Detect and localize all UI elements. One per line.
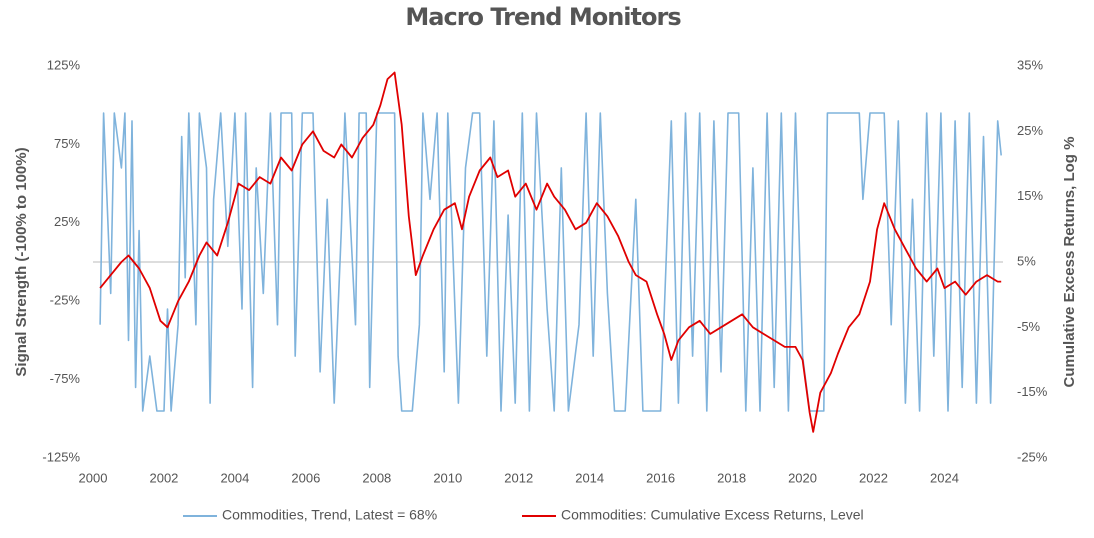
- x-tick-label: 2024: [930, 470, 959, 485]
- x-tick-label: 2022: [859, 470, 888, 485]
- x-tick-label: 2002: [149, 470, 178, 485]
- x-tick-label: 2006: [291, 470, 320, 485]
- y-tick-label: 25%: [54, 214, 80, 229]
- y2-tick-label: 35%: [1017, 57, 1043, 72]
- x-tick-label: 2014: [575, 470, 604, 485]
- y2-tick-label: 5%: [1017, 253, 1036, 268]
- x-tick-label: 2020: [788, 470, 817, 485]
- x-tick-label: 2008: [362, 470, 391, 485]
- y-tick-label: -125%: [42, 449, 80, 464]
- y-axis-title: Signal Strength (-100% to 100%): [13, 147, 30, 376]
- y2-tick-label: 25%: [1017, 123, 1043, 138]
- y-tick-label: 75%: [54, 136, 80, 151]
- y2-tick-label: -25%: [1017, 449, 1048, 464]
- x-tick-label: 2016: [646, 470, 675, 485]
- legend-label: Commodities, Trend, Latest = 68%: [222, 507, 437, 523]
- chart-title: Macro Trend Monitors: [405, 3, 681, 31]
- y2-tick-label: -15%: [1017, 384, 1048, 399]
- y2-tick-label: -5%: [1017, 319, 1041, 334]
- x-tick-label: 2004: [220, 470, 249, 485]
- series-line: [99, 112, 1002, 412]
- y-tick-label: -25%: [50, 293, 81, 308]
- x-tick-label: 2012: [504, 470, 533, 485]
- x-tick-label: 2000: [79, 470, 108, 485]
- series-line: [99, 71, 1002, 433]
- x-tick-label: 2010: [433, 470, 462, 485]
- x-tick-label: 2018: [717, 470, 746, 485]
- y-tick-label: 125%: [47, 57, 81, 72]
- legend-label: Commodities: Cumulative Excess Returns, …: [561, 507, 864, 523]
- y-tick-label: -75%: [50, 371, 81, 386]
- y2-axis-title: Cumulative Excess Returns, Log %: [1061, 137, 1078, 388]
- y2-tick-label: 15%: [1017, 188, 1043, 203]
